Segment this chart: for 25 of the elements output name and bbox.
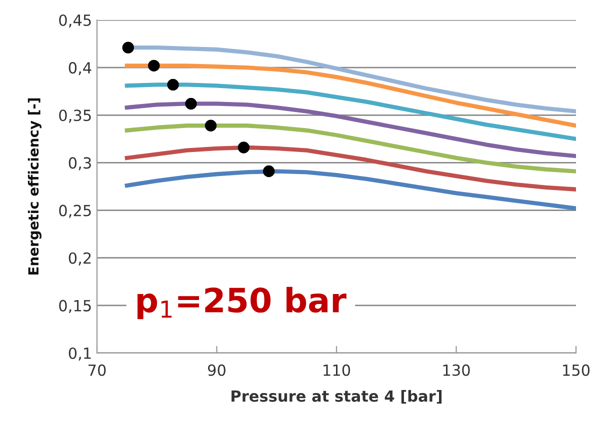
y-tick-label: 0,35 (59, 110, 91, 123)
point (148, 60, 160, 72)
point (238, 142, 250, 154)
y-tick-label: 0,3 (68, 157, 91, 170)
x-tick-label: 130 (443, 364, 470, 376)
y-tick-label: 0,25 (59, 204, 91, 218)
point (185, 98, 197, 110)
point (122, 42, 134, 54)
x-tick-label: 70 (88, 364, 106, 376)
point (262, 165, 275, 178)
y-axis-title: Energetic efficiency [-] (28, 98, 42, 275)
point (204, 120, 217, 132)
y-tick-label: 0,2 (68, 252, 91, 266)
x-axis-title: Pressure at state 4 [bar] (232, 390, 442, 404)
line-series (124, 169, 576, 210)
y-tick-label: 0,1 (68, 347, 91, 361)
y-tick-label: 0,15 (59, 300, 91, 314)
annotation: p$_{1}$=250 bar (138, 286, 346, 320)
point (167, 78, 179, 91)
x-tick-label: 150 (563, 364, 590, 376)
y-tick-label: 0,4 (68, 62, 92, 76)
line-series (124, 82, 576, 142)
x-tick-label: 90 (208, 364, 226, 376)
x-tick-label: 110 (324, 364, 350, 376)
y-tick-label: 0,45 (59, 14, 91, 28)
